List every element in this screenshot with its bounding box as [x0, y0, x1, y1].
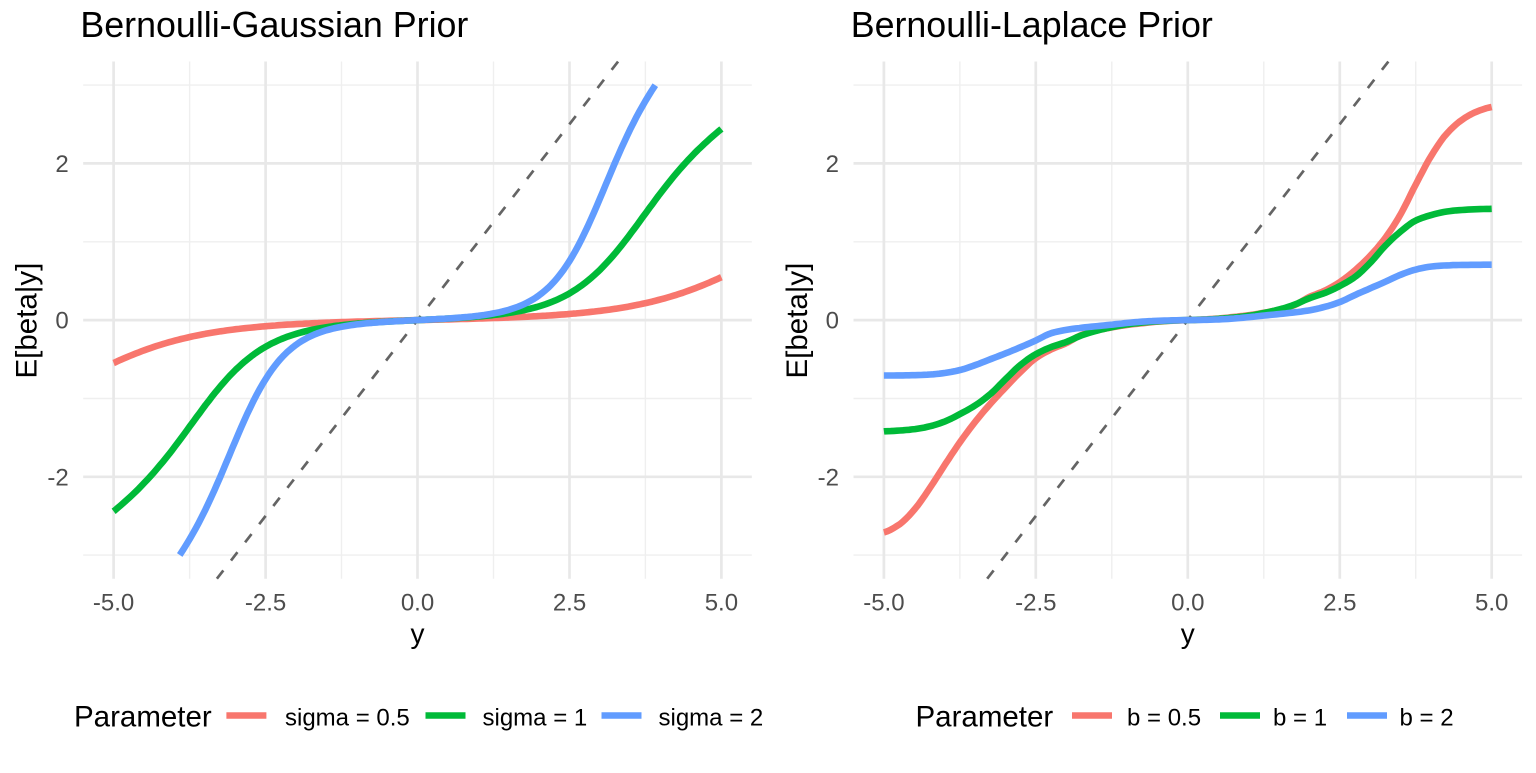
svg-text:y: y — [1181, 618, 1195, 649]
svg-text:sigma = 1: sigma = 1 — [483, 704, 588, 731]
svg-text:-5.0: -5.0 — [93, 590, 134, 617]
svg-text:-5.0: -5.0 — [863, 590, 904, 617]
svg-text:Bernoulli-Gaussian Prior: Bernoulli-Gaussian Prior — [80, 5, 468, 45]
svg-text:sigma = 2: sigma = 2 — [659, 704, 764, 731]
svg-text:sigma = 0.5: sigma = 0.5 — [285, 704, 410, 731]
svg-text:b = 1: b = 1 — [1273, 704, 1327, 731]
svg-text:-2: -2 — [818, 464, 839, 491]
svg-text:-2: -2 — [47, 464, 68, 491]
svg-text:-2.5: -2.5 — [245, 590, 286, 617]
svg-text:Parameter: Parameter — [916, 701, 1054, 734]
svg-text:-2.5: -2.5 — [1015, 590, 1056, 617]
svg-text:0.0: 0.0 — [1171, 590, 1204, 617]
svg-text:E[beta|y]: E[beta|y] — [11, 263, 44, 379]
svg-text:5.0: 5.0 — [705, 590, 738, 617]
svg-text:b = 2: b = 2 — [1400, 704, 1454, 731]
svg-text:Parameter: Parameter — [74, 701, 212, 734]
svg-text:Bernoulli-Laplace Prior: Bernoulli-Laplace Prior — [851, 5, 1213, 45]
svg-text:0: 0 — [55, 308, 68, 335]
svg-text:2: 2 — [826, 151, 839, 178]
svg-text:y: y — [411, 618, 425, 649]
svg-text:2.5: 2.5 — [1323, 590, 1356, 617]
svg-text:5.0: 5.0 — [1475, 590, 1508, 617]
svg-text:0.0: 0.0 — [401, 590, 434, 617]
svg-text:2.5: 2.5 — [553, 590, 586, 617]
svg-text:0: 0 — [826, 308, 839, 335]
svg-text:b = 0.5: b = 0.5 — [1127, 704, 1201, 731]
svg-text:2: 2 — [55, 151, 68, 178]
svg-text:E[beta|y]: E[beta|y] — [781, 263, 814, 379]
